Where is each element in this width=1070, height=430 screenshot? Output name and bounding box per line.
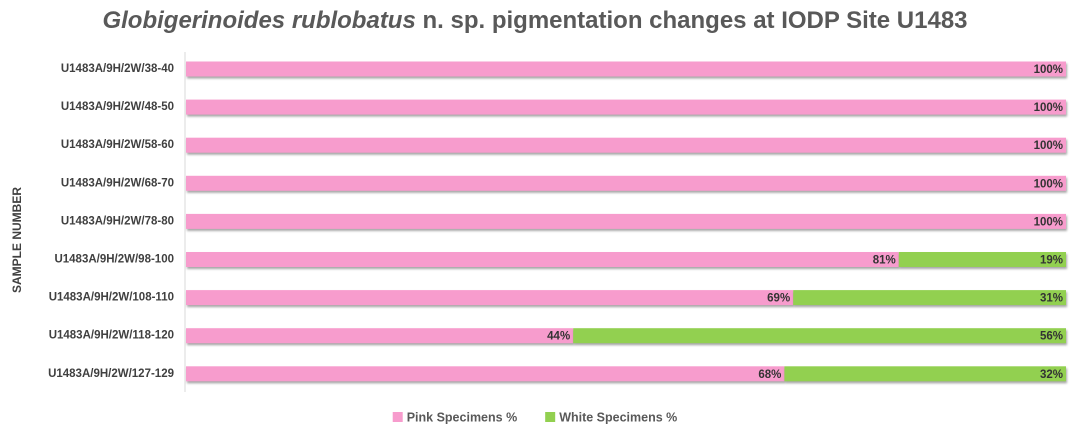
bar-segment — [793, 290, 1066, 306]
data-label: 100% — [1034, 140, 1063, 152]
y-tick-label: U1483A/9H/2W/48-50 — [61, 101, 174, 113]
y-tick-label: U1483A/9H/2W/118-120 — [49, 330, 174, 342]
legend-swatch — [545, 412, 556, 422]
legend-label: White Specimens % — [559, 410, 677, 424]
legend-label: Pink Specimens % — [407, 410, 517, 424]
data-label: 100% — [1034, 64, 1063, 76]
y-tick-label: U1483A/9H/2W/68-70 — [61, 177, 174, 189]
legend-swatch — [392, 412, 403, 422]
y-tick-label: U1483A/9H/2W/127-129 — [48, 368, 174, 380]
data-label: 56% — [1040, 331, 1063, 343]
bar-segment — [186, 366, 785, 382]
data-label: 81% — [873, 255, 896, 267]
y-tick-label: U1483A/9H/2W/38-40 — [61, 63, 174, 75]
chart-title: Globigerinoides rublobatus n. sp. pigmen… — [102, 7, 967, 34]
title-rest: n. sp. pigmentation changes at IODP Site… — [416, 7, 968, 34]
y-tick-label: U1483A/9H/2W/98-100 — [54, 254, 174, 266]
bar-segment — [186, 99, 1066, 115]
data-label: 68% — [758, 369, 781, 381]
bar-segment — [186, 290, 794, 306]
data-label: 100% — [1034, 216, 1063, 228]
bar-segment — [898, 252, 1066, 267]
y-tick-label: U1483A/9H/2W/78-80 — [61, 215, 174, 227]
data-label: 100% — [1034, 178, 1063, 190]
bar-segment — [186, 61, 1066, 77]
y-tick-label: U1483A/9H/2W/108-110 — [49, 292, 174, 304]
data-label: 44% — [547, 331, 570, 343]
bar-segment — [186, 137, 1066, 153]
data-label: 69% — [767, 293, 790, 305]
data-label: 31% — [1040, 293, 1063, 305]
data-label: 19% — [1040, 255, 1063, 267]
bar-segment — [186, 213, 1066, 229]
data-label: 32% — [1040, 369, 1063, 381]
bar-segment — [186, 175, 1066, 191]
bar-segment — [186, 252, 899, 267]
y-tick-label: U1483A/9H/2W/58-60 — [61, 139, 174, 151]
y-axis-label: SAMPLE NUMBER — [10, 187, 24, 293]
title-italic: Globigerinoides rublobatus — [102, 7, 415, 34]
bar-segment — [784, 366, 1066, 382]
bar-segment — [186, 328, 574, 344]
bar-segment — [573, 328, 1066, 344]
data-label: 100% — [1034, 102, 1063, 114]
